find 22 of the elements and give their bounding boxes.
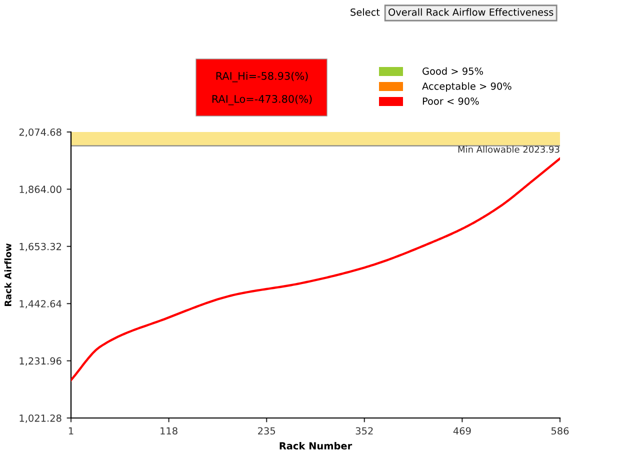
x-tick-label: 118 <box>160 427 178 435</box>
x-tick-label: 235 <box>258 427 276 435</box>
text: Good > 95% <box>422 67 483 75</box>
y-tick-label: 1,653.32 <box>20 242 61 252</box>
x-tick-label: 469 <box>453 427 471 435</box>
y-tick-label: 1,021.28 <box>20 414 62 423</box>
text: Select <box>350 8 380 16</box>
x-axis-title: Rack Number <box>280 442 352 450</box>
y-tick-label: 1,442.64 <box>20 300 62 308</box>
y-tick-label: 1,231.96 <box>20 357 62 366</box>
text: RAI_Hi=-58.93(%) <box>216 72 308 82</box>
x-tick-label: 1 <box>68 427 74 434</box>
x-tick-label: 352 <box>356 427 373 435</box>
y-tick-label: 2,074.68 <box>19 128 62 137</box>
band-label: Min Allowable 2023.93 <box>458 146 560 153</box>
text: Acceptable > 90% <box>422 82 512 92</box>
x-tick-label: 586 <box>551 427 569 435</box>
text: RAI_Lo=-473.80(%) <box>212 94 312 106</box>
chart-title: Overall Rack Airflow Effectiveness <box>388 8 554 16</box>
text: Poor < 90% <box>422 97 479 105</box>
y-axis-title: Rack Airflow <box>4 243 12 306</box>
y-tick-label: 1,864.00 <box>20 186 62 194</box>
